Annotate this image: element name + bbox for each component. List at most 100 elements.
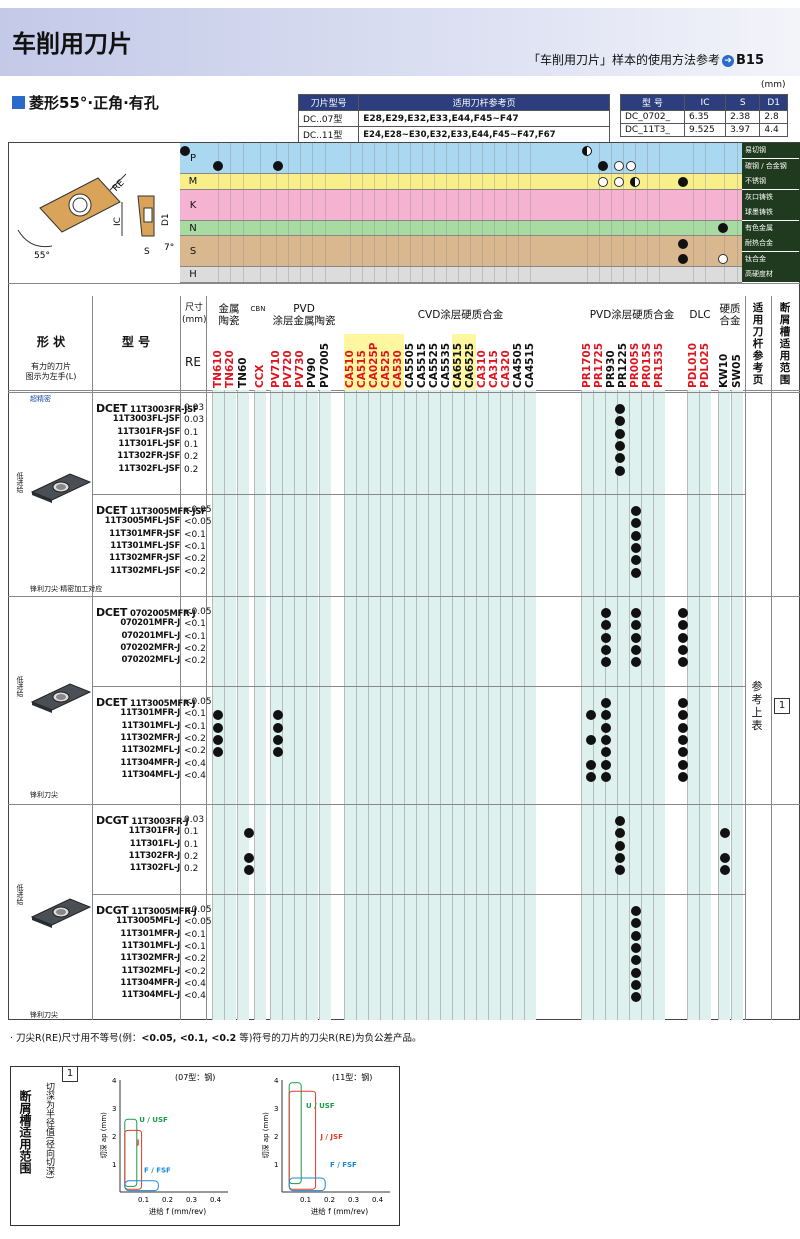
grade-available-mark: [586, 710, 596, 721]
grade-tn620[interactable]: TN620: [224, 350, 236, 388]
grid-line: [623, 143, 624, 283]
re-value: <0.1: [184, 529, 206, 540]
col-header: S: [725, 94, 761, 111]
grid-line: [440, 390, 441, 1020]
grade-pv7005[interactable]: PV7005: [319, 342, 331, 388]
grade-available-mark: [720, 828, 730, 839]
grade-kw10[interactable]: KW10: [718, 353, 730, 388]
grade-column: [488, 390, 500, 1020]
grade-pv90[interactable]: PV90: [306, 357, 318, 388]
y-tick: 2: [274, 1133, 278, 1141]
grade-available-mark: [631, 608, 641, 618]
grade-sw05[interactable]: SW05: [731, 354, 743, 388]
grade-ca5505[interactable]: CA5505: [404, 342, 416, 388]
grade-column: [237, 390, 249, 1020]
section-divider: [8, 596, 800, 597]
grade-pv710[interactable]: PV710: [270, 350, 282, 388]
pvd-carbide-header: PVD涂层硬质合金: [589, 309, 675, 321]
insert-shape-icon: [30, 683, 92, 713]
grade-available-mark: [720, 852, 730, 863]
grade-ca5525[interactable]: CA5525: [428, 342, 440, 388]
grid-line: [306, 390, 307, 1020]
grade-pv730[interactable]: PV730: [294, 350, 306, 388]
grid-line: [693, 143, 694, 283]
grade-pr1535[interactable]: PR1535: [653, 342, 665, 388]
model-suffix: 11T3005MFR-J: [131, 907, 197, 917]
grade-pr005s[interactable]: PR005S: [629, 342, 641, 388]
grade-available-mark: [631, 555, 641, 566]
grade-pdl010[interactable]: PDL010: [687, 342, 699, 388]
grade-ca025p[interactable]: CA025P: [368, 342, 380, 388]
re-value: <0.1: [184, 631, 206, 642]
grade-available-mark: [631, 567, 641, 578]
grid-line: [659, 143, 660, 283]
grade-tn60[interactable]: TN60: [237, 357, 249, 388]
grade-column: [653, 390, 665, 1020]
model-code: 11T3003FL-JSF: [96, 414, 181, 424]
grade-available-mark: [678, 620, 688, 631]
grade-ccx[interactable]: CCX: [254, 364, 266, 388]
grade-ca525[interactable]: CA525: [380, 350, 392, 388]
grade-ca510[interactable]: CA510: [344, 350, 356, 388]
usage-reference-text: 「车削用刀片」样本的使用方法参考: [527, 53, 720, 67]
grade-ca315[interactable]: CA315: [488, 350, 500, 388]
grade-ca5515[interactable]: CA5515: [416, 342, 428, 388]
grid-line: [374, 143, 375, 283]
grade-available-mark: [678, 644, 688, 655]
grade-pr1225[interactable]: PR1225: [617, 342, 629, 388]
grade-tn610[interactable]: TN610: [212, 350, 224, 388]
model-code: 11T302MFL-JSF: [96, 566, 180, 576]
model-prefix: DCET: [96, 606, 128, 619]
model-code: 11T3005MFL-JSF: [96, 516, 181, 526]
grid-line: [218, 143, 219, 283]
grid-line: [506, 143, 507, 283]
grade-pr015s[interactable]: PR015S: [641, 342, 653, 388]
grid-line: [206, 296, 207, 1020]
grade-ca4515[interactable]: CA4515: [524, 342, 536, 388]
grade-column: [452, 390, 464, 1020]
model-code: 070202MFR-J: [96, 643, 180, 653]
grade-available-mark: [678, 722, 688, 733]
grade-pdl025[interactable]: PDL025: [699, 342, 711, 388]
grid-line: [294, 390, 295, 1020]
grade-pr1705[interactable]: PR1705: [581, 342, 593, 388]
grade-ca5535[interactable]: CA5535: [440, 342, 452, 388]
suitability-mark: [180, 145, 190, 156]
suitability-mark: [718, 223, 728, 233]
re-value: <0.1: [184, 541, 206, 552]
grade-pr1725[interactable]: PR1725: [593, 342, 605, 388]
material-tag: 高硬度材: [742, 267, 800, 282]
table-cell: DC_0702_: [620, 110, 685, 124]
material-letter-m: M: [180, 174, 206, 190]
model-suffix: 070202MFL-J: [121, 655, 180, 666]
grid-line: [282, 390, 283, 1020]
grade-available-mark: [631, 930, 641, 941]
grade-pv720[interactable]: PV720: [282, 350, 294, 388]
grid-line: [398, 143, 399, 283]
grade-ca530[interactable]: CA530: [392, 350, 404, 388]
feed-speed-label: 低进给: [16, 676, 24, 697]
grade-ca515[interactable]: CA515: [356, 350, 368, 388]
usage-reference-link[interactable]: 「车削用刀片」样本的使用方法参考 ➜ B15: [528, 51, 764, 68]
grade-ca4505[interactable]: CA4505: [512, 342, 524, 388]
model-suffix: 070202MFR-J: [120, 642, 180, 653]
chipbreaker-ref-box[interactable]: 1: [774, 698, 790, 714]
re-value: <0.2: [184, 733, 206, 744]
grade-pr930[interactable]: PR930: [605, 350, 617, 388]
grade-available-mark: [678, 759, 688, 770]
grade-ca310[interactable]: CA310: [476, 350, 488, 388]
square-bullet-icon: [12, 96, 25, 109]
dlc-header: DLC: [689, 309, 711, 321]
model-suffix: 11T301FL-J: [129, 838, 181, 849]
grid-line: [629, 390, 630, 1020]
grade-ca6515[interactable]: CA6515: [452, 342, 464, 388]
grade-available-mark: [631, 992, 641, 1003]
grid-line: [243, 143, 244, 283]
material-tag: 不锈钢: [742, 174, 800, 189]
grade-available-mark: [213, 747, 223, 758]
grade-ca320[interactable]: CA320: [500, 350, 512, 388]
table-cell: 3.97: [725, 123, 761, 137]
grid-line: [587, 143, 588, 283]
grid-line: [300, 143, 301, 283]
grade-ca6525[interactable]: CA6525: [464, 342, 476, 388]
